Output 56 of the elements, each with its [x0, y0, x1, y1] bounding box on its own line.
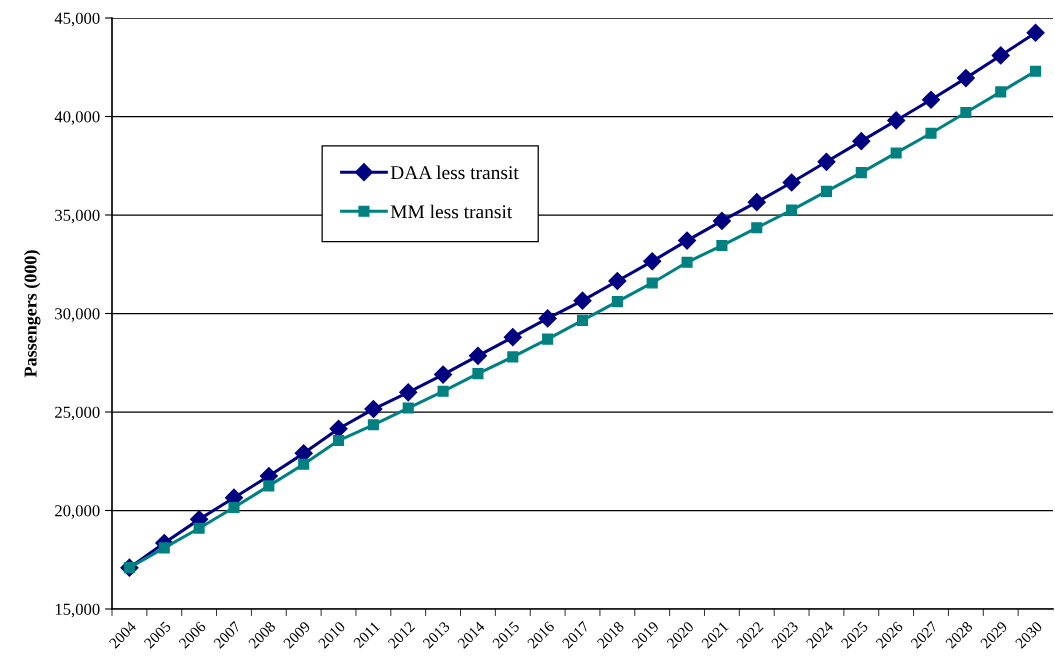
- point: [158, 542, 170, 554]
- point: [611, 296, 623, 308]
- point: [434, 365, 453, 384]
- point: [399, 383, 418, 402]
- point: [820, 185, 833, 197]
- point: [1030, 65, 1042, 77]
- point: [228, 501, 240, 514]
- point: [716, 239, 728, 252]
- point: [782, 173, 801, 192]
- point: [890, 147, 902, 159]
- legend-label: DAA less transit: [390, 165, 519, 180]
- point: [960, 107, 972, 119]
- point: [608, 271, 627, 291]
- point: [364, 400, 383, 419]
- y-tick-label: 40,000: [54, 111, 100, 125]
- point: [437, 385, 449, 397]
- y-axis-title: Passengers (000): [23, 250, 41, 378]
- point: [712, 211, 731, 230]
- point: [646, 277, 658, 289]
- point: [576, 314, 589, 326]
- y-tick-label: 35,000: [55, 209, 100, 224]
- point: [956, 69, 975, 88]
- point: [263, 480, 275, 492]
- point: [472, 368, 484, 380]
- point: [468, 346, 487, 365]
- point: [298, 458, 310, 470]
- point: [887, 111, 906, 130]
- point: [402, 402, 414, 414]
- legend-label: MM less transit: [390, 204, 513, 219]
- point: [747, 193, 766, 212]
- point: [786, 204, 798, 216]
- point: [681, 256, 693, 268]
- point: [367, 419, 379, 431]
- point: [852, 132, 871, 151]
- point: [643, 252, 662, 271]
- point: [995, 86, 1007, 98]
- point: [503, 328, 522, 347]
- point: [921, 90, 941, 109]
- y-tick-label: 15,000: [55, 603, 100, 618]
- point: [542, 333, 554, 345]
- y-tick-label: 30,000: [55, 308, 100, 322]
- y-tick-label: 45,000: [54, 12, 100, 27]
- point: [1026, 23, 1045, 42]
- point: [193, 522, 205, 534]
- y-tick-label: 20,000: [55, 505, 100, 519]
- point: [991, 46, 1010, 65]
- y-tick-label: 25,000: [55, 406, 100, 421]
- point: [925, 127, 937, 139]
- point: [538, 309, 557, 328]
- point: [573, 291, 592, 310]
- point: [817, 152, 836, 171]
- point: [678, 231, 697, 250]
- point: [751, 222, 763, 234]
- point: [332, 435, 345, 447]
- point: [855, 167, 867, 179]
- point: [507, 351, 519, 363]
